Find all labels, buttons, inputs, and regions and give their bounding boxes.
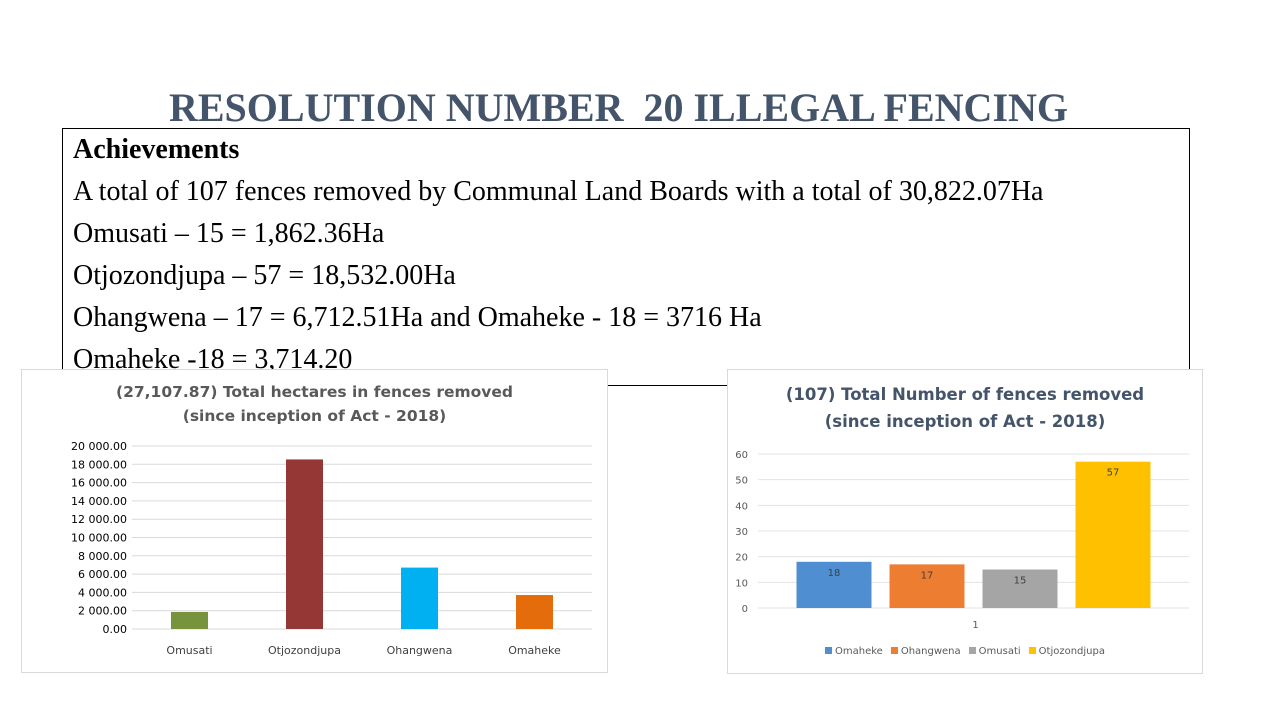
- y-tick-label: 4 000.00: [78, 586, 127, 599]
- y-tick-label: 0.00: [103, 623, 128, 636]
- total-fences-line: A total of 107 fences removed by Communa…: [73, 176, 1044, 207]
- x-tick-label: Ohangwena: [387, 644, 453, 657]
- x-tick-label: Omaheke: [508, 644, 561, 657]
- y-tick-label: 20 000.00: [71, 440, 127, 453]
- y-tick-label: 8 000.00: [78, 550, 127, 563]
- bar-ohangwena: [401, 567, 438, 629]
- bar-omaheke: [796, 561, 872, 608]
- hectares-chart-title: (27,107.87) Total hectares in fences rem…: [116, 383, 513, 401]
- y-tick-label: 50: [735, 476, 748, 487]
- ohangwena-omaheke-line: Ohangwena – 17 = 6,712.51Ha and Omaheke …: [73, 302, 762, 333]
- bar-omusati: [982, 569, 1058, 608]
- achievements-heading: Achievements: [73, 134, 240, 165]
- y-tick-label: 6 000.00: [78, 568, 127, 581]
- bar-omaheke: [516, 595, 553, 629]
- legend-label: Ohangwena: [900, 646, 961, 657]
- data-label: 18: [828, 568, 841, 579]
- data-label: 15: [1014, 576, 1027, 587]
- legend-swatch: [825, 647, 832, 654]
- legend-label: Omaheke: [835, 646, 883, 657]
- y-tick-label: 30: [735, 527, 748, 538]
- y-tick-label: 40: [735, 501, 748, 512]
- otjozondjupa-line: Otjozondjupa – 57 = 18,532.00Ha: [73, 260, 456, 291]
- legend-label: Omusati: [978, 646, 1021, 657]
- data-label: 17: [921, 570, 934, 581]
- y-tick-label: 16 000.00: [71, 477, 127, 490]
- omusati-line: Omusati – 15 = 1,862.36Ha: [73, 218, 385, 249]
- legend-label: Otjozondjupa: [1038, 646, 1105, 657]
- fences-count-chart-plot: 0 10 20 30 40 50 60 18 17 15 57 1: [735, 450, 1189, 631]
- fences-count-chart-title: (107) Total Number of fences removed: [785, 385, 1145, 404]
- hectares-chart-plot: 0.00 2 000.00 4 000.00 6 000.00 8 000.00 10 0…: [71, 440, 592, 657]
- y-tick-label: 12 000.00: [71, 513, 127, 526]
- fences-count-chart-subtitle: (since inception of Act - 2018): [824, 412, 1106, 431]
- y-tick-label: 18 000.00: [71, 458, 127, 471]
- bar-otjozondjupa: [286, 459, 323, 629]
- legend-swatch: [968, 647, 976, 654]
- y-tick-label: 14 000.00: [71, 495, 127, 508]
- fences-count-chart-legend: Omaheke Ohangwena Omusati Otjozondjupa: [728, 646, 1202, 657]
- slide-title: RESOLUTION NUMBER 20 ILLEGAL FENCING: [168, 85, 1069, 130]
- x-tick-label: Otjozondjupa: [268, 644, 341, 657]
- fences-count-chart: (107) Total Number of fences removed (si…: [727, 369, 1203, 674]
- achievements-text-box: Achievements A total of 107 fences remov…: [62, 128, 1190, 386]
- data-label: 57: [1107, 468, 1120, 479]
- y-tick-label: 2 000.00: [78, 605, 127, 618]
- legend-item-omaheke: Omaheke: [825, 646, 883, 657]
- x-tick-label: 1: [972, 620, 978, 631]
- legend-item-otjozondjupa: Otjozondjupa: [1028, 646, 1105, 657]
- y-tick-label: 10 000.00: [71, 532, 127, 545]
- legend-item-ohangwena: Ohangwena: [890, 646, 961, 657]
- x-tick-label: Omusati: [166, 644, 212, 657]
- y-tick-label: 20: [735, 553, 748, 564]
- legend-item-omusati: Omusati: [968, 646, 1021, 657]
- legend-swatch: [890, 647, 898, 654]
- legend-swatch: [1028, 647, 1036, 654]
- y-tick-label: 60: [735, 450, 748, 461]
- bar-otjozondjupa: [1075, 461, 1151, 608]
- y-tick-label: 0: [742, 604, 748, 615]
- bar-omusati: [171, 611, 208, 629]
- hectares-chart: (27,107.87) Total hectares in fences rem…: [21, 369, 608, 673]
- bar-ohangwena: [889, 564, 965, 608]
- y-tick-label: 10: [735, 578, 748, 589]
- hectares-chart-subtitle: (since inception of Act - 2018): [182, 407, 447, 425]
